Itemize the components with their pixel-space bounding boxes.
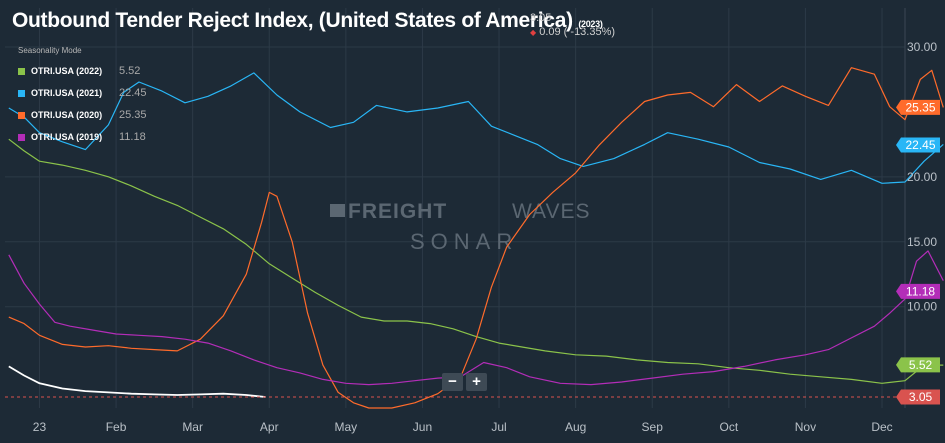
value-tag-22-45: 22.45 bbox=[905, 138, 935, 152]
value-tag-bg-3-05 bbox=[896, 389, 940, 405]
legend-name: OTRI.USA (2022) bbox=[31, 66, 103, 76]
quote-box: 3.05 ◆ 0.09 ( -13.35%) bbox=[530, 11, 615, 40]
x-tick-label-jul: Jul bbox=[491, 420, 506, 434]
y-tick-label-20-00: 20.00 bbox=[907, 170, 937, 184]
zoom-in-button[interactable]: + bbox=[466, 373, 487, 391]
legend-items: OTRI.USA (2022) 5.52 OTRI.USA (2021) 22.45 O… bbox=[18, 60, 147, 148]
legend-item-otri-usa-2019[interactable]: OTRI.USA (2019) 11.18 bbox=[18, 126, 147, 148]
legend-name: OTRI.USA (2019) bbox=[31, 132, 103, 142]
y-axis: 10.00 15.00 20.00 30.00 bbox=[907, 40, 937, 314]
watermark: FREIGHT WAVES SONAR bbox=[330, 200, 591, 254]
legend-title: Seasonality Mode bbox=[18, 46, 82, 55]
value-tag-bg-5-52 bbox=[896, 357, 940, 373]
series-line-otri-usa-2023 bbox=[8, 365, 266, 398]
value-tag-bg-25-35 bbox=[896, 99, 940, 115]
value-labels: 25.35 22.45 11.18 5.52 3.05 bbox=[896, 99, 940, 405]
quote-last-value: 3.05 bbox=[530, 12, 552, 24]
value-tag-25-35: 25.35 bbox=[905, 100, 935, 114]
zoom-controls: − + bbox=[442, 373, 487, 391]
legend-value: 11.18 bbox=[119, 131, 146, 143]
x-tick-label-nov: Nov bbox=[795, 420, 816, 434]
x-tick-label-feb: Feb bbox=[106, 420, 127, 434]
x-tick-label-apr: Apr bbox=[260, 420, 279, 434]
watermark-line1-light: WAVES bbox=[512, 200, 591, 223]
legend-swatch bbox=[18, 133, 25, 141]
legend-name: OTRI.USA (2020) bbox=[31, 110, 103, 120]
legend-item-otri-usa-2020[interactable]: OTRI.USA (2020) 25.35 bbox=[18, 104, 147, 126]
legend-value: 22.45 bbox=[119, 87, 147, 99]
x-tick-label-jun: Jun bbox=[413, 420, 432, 434]
watermark-logo-icon bbox=[330, 204, 345, 217]
chart-title-year: (2023) bbox=[578, 19, 603, 29]
legend-value: 5.52 bbox=[119, 65, 141, 77]
x-tick-label-23: 23 bbox=[33, 420, 47, 434]
grid bbox=[5, 8, 906, 408]
chart-title-text: Outbound Tender Reject Index, (United St… bbox=[12, 9, 573, 32]
zoom-out-button[interactable]: − bbox=[442, 373, 463, 391]
chart-title: Outbound Tender Reject Index, (United St… bbox=[12, 9, 603, 33]
series-line-otri-usa-2021 bbox=[8, 72, 944, 184]
legend-swatch bbox=[18, 111, 25, 119]
down-triangle-icon: ◆ bbox=[530, 28, 537, 37]
x-axis: 23FebMarAprMayJunJulAugSepOctNovDec20 bbox=[33, 420, 893, 434]
x-tick-label-aug: Aug bbox=[565, 420, 586, 434]
legend: Seasonality Mode OTRI.USA (2022) 5.52 OTRI… bbox=[18, 46, 147, 148]
legend-item-otri-usa-2021[interactable]: OTRI.USA (2021) 22.45 bbox=[18, 82, 147, 104]
legend-value: 25.35 bbox=[119, 109, 147, 121]
quote-change: ◆ 0.09 ( -13.35%) bbox=[530, 25, 615, 40]
value-tag-11-18: 11.18 bbox=[906, 284, 935, 298]
x-tick-label-oct: Oct bbox=[719, 420, 738, 434]
y-tick-label-10-00: 10.00 bbox=[907, 300, 937, 314]
x-tick-label-may: May bbox=[335, 420, 358, 434]
x-tick-label-sep: Sep bbox=[642, 420, 664, 434]
y-tick-label-30-00: 30.00 bbox=[907, 40, 937, 54]
value-tag-bg-22-45 bbox=[896, 137, 940, 153]
x-tick-label-dec: Dec bbox=[871, 420, 892, 434]
value-tag-5-52: 5.52 bbox=[909, 358, 933, 372]
value-tag-3-05: 3.05 bbox=[909, 390, 933, 404]
series-line-otri-usa-2022 bbox=[8, 138, 944, 384]
series-line-otri-usa-2019 bbox=[8, 250, 944, 386]
legend-name: OTRI.USA (2021) bbox=[31, 88, 103, 98]
value-tag-bg-11-18 bbox=[896, 283, 940, 299]
watermark-line1-bold: FREIGHT bbox=[348, 200, 447, 223]
watermark-line2: SONAR bbox=[410, 229, 518, 254]
legend-swatch bbox=[18, 89, 25, 97]
x-tick-label-mar: Mar bbox=[182, 420, 203, 434]
legend-item-otri-usa-2022[interactable]: OTRI.USA (2022) 5.52 bbox=[18, 60, 147, 82]
legend-swatch bbox=[18, 67, 25, 75]
y-tick-label-15-00: 15.00 bbox=[907, 235, 937, 249]
quote-change-value: 0.09 ( -13.35%) bbox=[539, 26, 616, 38]
